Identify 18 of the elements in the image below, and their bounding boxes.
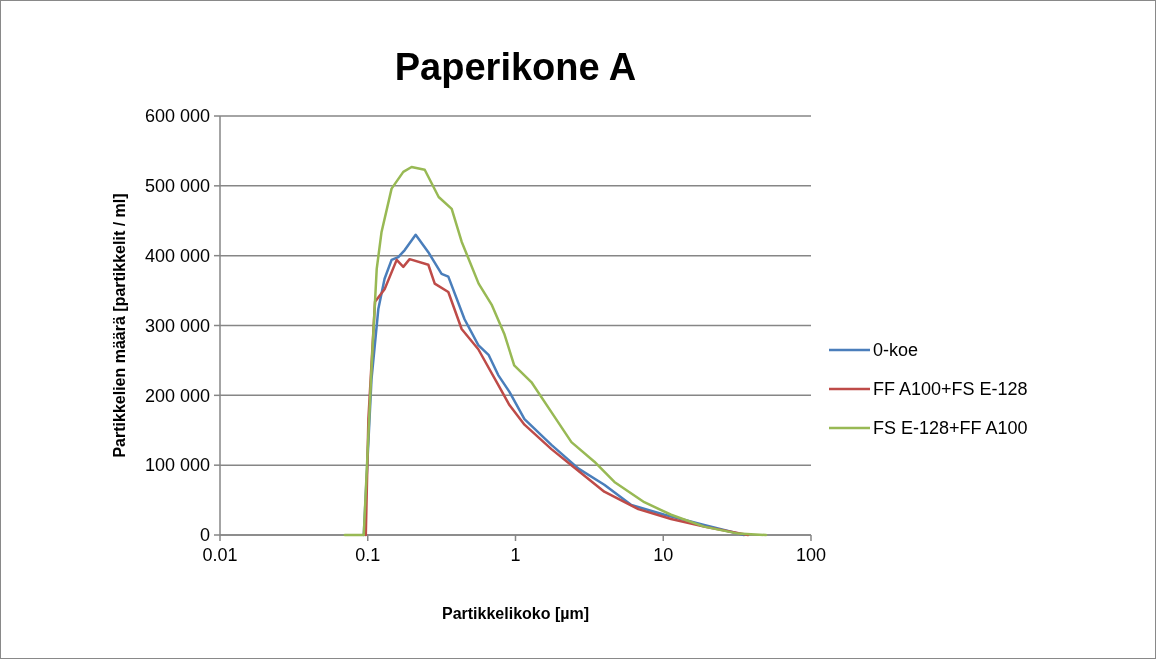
legend-label: FF A100+FS E-128 <box>873 379 1028 400</box>
chart-title: Paperikone A <box>394 46 637 88</box>
y-tick-label: 0 <box>199 525 210 546</box>
y-tick-label: 100 000 <box>144 455 210 476</box>
x-axis-title: Partikkelikoko [µm] <box>441 605 590 622</box>
x-tick-label: 0.1 <box>355 545 381 565</box>
legend-label: 0-koe <box>873 340 919 361</box>
y-tick-label: 600 000 <box>144 106 210 127</box>
x-tick-label: 0.01 <box>202 545 238 565</box>
x-tick-label: 10 <box>653 545 674 565</box>
y-tick-label: 500 000 <box>144 176 210 197</box>
y-axis-title: Partikkelien määrä [partikkelit / ml] <box>111 193 128 458</box>
x-tick-label: 100 <box>795 545 827 565</box>
legend-label: FS E-128+FF A100 <box>873 418 1028 439</box>
y-tick-label: 400 000 <box>144 245 210 266</box>
y-tick-label: 200 000 <box>144 385 210 406</box>
x-tick-label: 1 <box>510 545 521 565</box>
y-tick-label: 300 000 <box>144 315 210 336</box>
